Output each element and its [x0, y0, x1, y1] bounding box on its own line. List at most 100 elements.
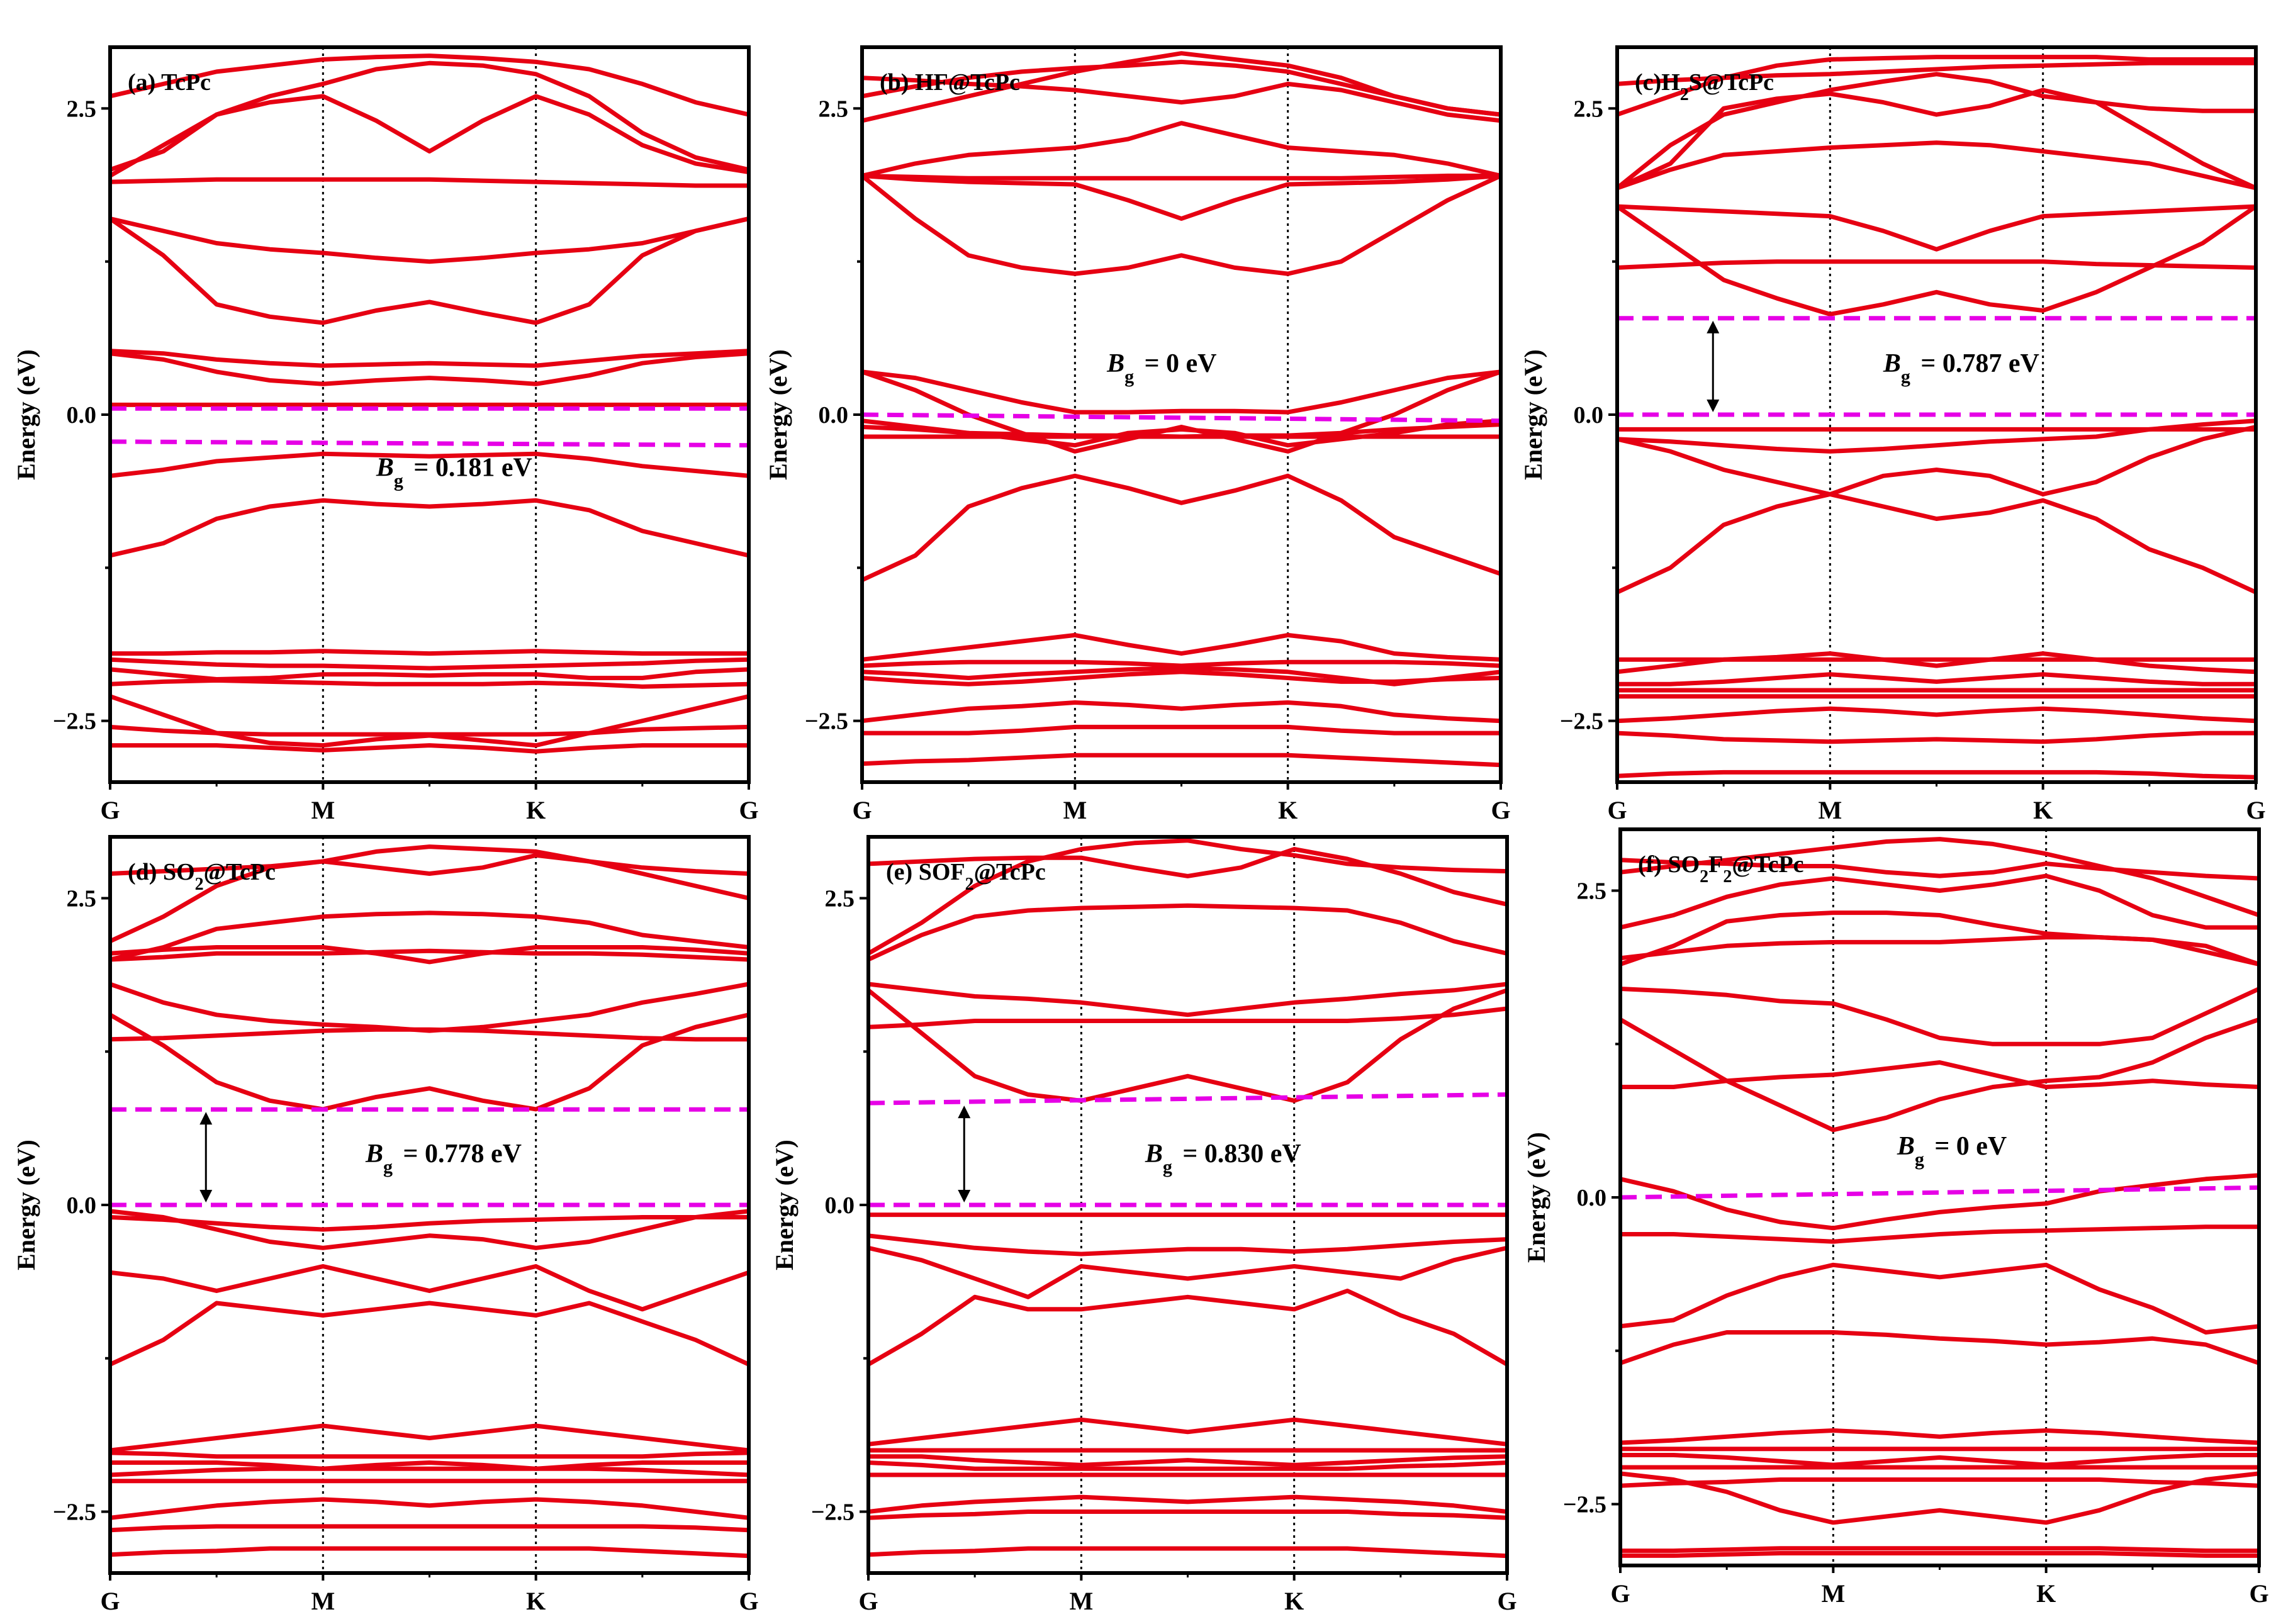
band-line-19	[1617, 731, 2256, 744]
band-line-19	[1620, 1546, 2259, 1554]
band-line-6	[868, 988, 1507, 1103]
band-line-5	[868, 1006, 1507, 1029]
arrow-head-up	[199, 1112, 213, 1125]
band-line-10	[868, 1289, 1507, 1367]
band-line-11	[110, 1264, 749, 1312]
y-tick-label: 2.5	[67, 886, 97, 912]
x-tick-label: M	[311, 1587, 335, 1615]
band-line-17	[110, 724, 749, 737]
band-line-16	[868, 1494, 1507, 1514]
band-line-17	[862, 669, 1501, 686]
y-tick-label: −2.5	[805, 708, 848, 735]
panel-label: (f) SO2F2@TcPc	[1638, 851, 1804, 887]
band-line-7	[110, 349, 749, 368]
band-line-9	[868, 1245, 1507, 1299]
band-line-1	[110, 53, 749, 117]
x-tick-label: M	[311, 796, 335, 824]
band-line-15	[1620, 1453, 2259, 1467]
band-line-10	[1620, 1224, 2259, 1244]
bandgap-label: Bg = 0.787 eV	[1883, 349, 2039, 387]
band-line-13	[868, 1454, 1507, 1467]
x-tick-label: M	[1063, 796, 1087, 824]
x-tick-label: G	[1497, 1587, 1516, 1615]
band-line-20	[1620, 1551, 2259, 1558]
band-line-5	[862, 173, 1501, 181]
band-line-6	[1620, 987, 2259, 1046]
panel-c: 2.5 0.0 −2.5 G M K G Energy (eV) (c)H2S@TcPc Bg =…	[1519, 45, 2266, 824]
y-tick-label: 2.5	[1577, 878, 1607, 905]
band-line-10	[110, 451, 749, 478]
panel-label: (e) SOF2@TcPc	[886, 859, 1046, 894]
band-line-14	[862, 632, 1501, 662]
band-line-20	[110, 1546, 749, 1559]
band-line-7	[1617, 204, 2256, 316]
band-line-8	[868, 1233, 1507, 1257]
y-tick-label: −2.5	[1560, 708, 1603, 735]
y-axis-label: Energy (eV)	[770, 1140, 799, 1270]
y-tick-label: −2.5	[1563, 1492, 1606, 1518]
bandgap-arrow	[1707, 320, 1720, 412]
band-line-4	[862, 121, 1501, 178]
bands	[1620, 837, 2259, 1558]
band-line-12	[1617, 492, 2256, 595]
band-line-11	[110, 498, 749, 558]
x-tick-label: G	[100, 796, 120, 824]
y-axis-label: Energy (eV)	[12, 349, 40, 480]
band-line-6	[110, 216, 749, 325]
x-tick-label: K	[526, 1587, 546, 1615]
band-line-18	[110, 1497, 749, 1520]
x-tick-label: K	[1284, 1587, 1304, 1615]
x-tick-label: G	[852, 796, 872, 824]
band-line-18	[1620, 1477, 2259, 1488]
band-line-15	[110, 1460, 749, 1471]
band-line-15	[862, 659, 1501, 668]
band-line-9	[110, 1215, 749, 1232]
band-line-13	[862, 473, 1501, 582]
arrow-head-up	[1707, 320, 1720, 333]
band-line-8	[110, 351, 749, 386]
band-line-9	[1620, 1173, 2259, 1231]
band-line-15	[110, 678, 749, 689]
panel-d: 2.5 0.0 −2.5 G M K G Energy (eV) (d) SO2@TcPc Bg …	[12, 835, 759, 1615]
band-line-3	[110, 60, 749, 172]
x-tick-label: G	[1610, 1579, 1630, 1608]
band-line-10	[110, 1209, 749, 1250]
bands	[862, 51, 1501, 768]
band-line-3	[862, 76, 1501, 123]
band-line-18	[1617, 706, 2256, 724]
band-line-11	[1620, 1262, 2259, 1335]
x-tick-label: G	[858, 1587, 878, 1615]
x-tick-label: K	[526, 796, 546, 824]
bands	[110, 53, 749, 754]
panel-f: 2.5 0.0 −2.5 G M K G Energy (eV) (f) SO2F2@TcPc B…	[1522, 827, 2269, 1608]
bands	[1617, 55, 2256, 780]
band-line-4	[110, 177, 749, 188]
x-tick-label: G	[100, 1587, 120, 1615]
x-tick-label: G	[2249, 1579, 2268, 1608]
band-line-19	[110, 1524, 749, 1533]
band-line-6	[1617, 204, 2256, 252]
band-line-3	[1620, 873, 2259, 930]
band-line-19	[862, 724, 1501, 736]
arrow-head-down	[1707, 400, 1720, 412]
bandgap-label: Bg = 0.778 eV	[365, 1140, 522, 1177]
x-tick-label: G	[2246, 796, 2265, 824]
panel-label: (d) SO2@TcPc	[128, 859, 276, 894]
x-tick-label: G	[739, 796, 758, 824]
arrow-head-down	[958, 1190, 971, 1202]
band-line-14	[868, 1460, 1507, 1471]
bandgap-arrow	[199, 1112, 213, 1202]
x-tick-label: K	[2036, 1579, 2056, 1608]
band-line-14	[110, 1450, 749, 1459]
band-line-1	[1620, 837, 2259, 917]
bandgap-label: Bg = 0 eV	[1897, 1132, 2007, 1170]
band-line-2	[1617, 60, 2256, 86]
band-line-1	[868, 838, 1507, 956]
fermi-level-line-1	[861, 412, 1501, 423]
y-tick-label: 0.0	[1577, 1185, 1607, 1211]
panel-e: 2.5 0.0 −2.5 G M K G Energy (eV) (e) SOF2@TcPc Bg…	[770, 835, 1517, 1615]
band-line-8	[862, 369, 1501, 415]
band-line-12	[1620, 1330, 2259, 1365]
arrow-head-down	[199, 1190, 213, 1202]
